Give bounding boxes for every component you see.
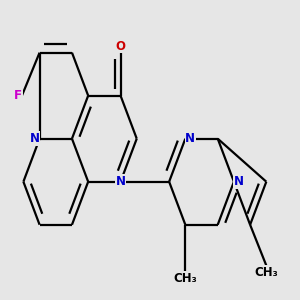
Text: N: N xyxy=(30,132,40,145)
Text: N: N xyxy=(116,175,126,188)
Text: N: N xyxy=(234,175,244,188)
Text: CH₃: CH₃ xyxy=(254,266,278,278)
Text: O: O xyxy=(116,40,126,52)
Text: CH₃: CH₃ xyxy=(173,272,197,285)
Text: N: N xyxy=(185,132,195,145)
Text: F: F xyxy=(14,89,22,102)
